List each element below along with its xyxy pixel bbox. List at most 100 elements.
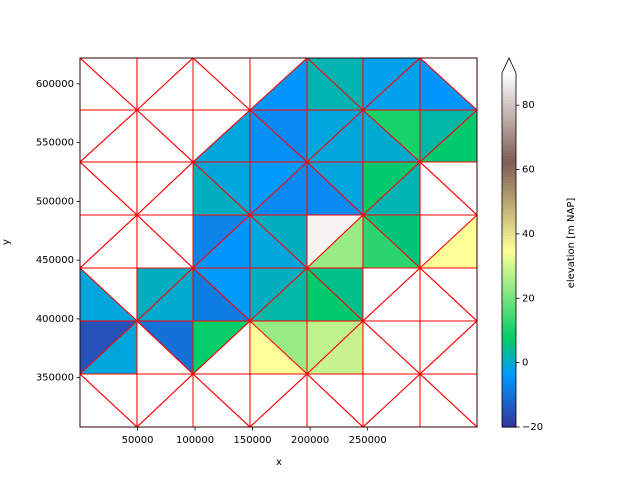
colorbar-swatch [502, 388, 516, 393]
colorbar-swatch [502, 143, 516, 148]
colorbar-swatch [502, 294, 516, 298]
y-tick-label: 600000 [36, 79, 74, 90]
colorbar-swatch [502, 326, 516, 331]
colorbar-swatch [502, 317, 516, 322]
colorbar-swatch [502, 306, 516, 310]
colorbar-swatch [502, 341, 516, 345]
colorbar-swatch [502, 350, 516, 354]
colorbar-swatch [502, 161, 516, 166]
x-axis-label: x [276, 457, 282, 468]
colorbar-swatch [502, 188, 516, 192]
colorbar-swatch [502, 379, 516, 384]
colorbar-swatch [502, 247, 516, 251]
colorbar-swatch [502, 409, 516, 413]
colorbar-swatch [502, 149, 516, 154]
colorbar-swatch [502, 123, 516, 127]
colorbar-swatch [502, 314, 516, 319]
colorbar-swatch [502, 152, 516, 157]
colorbar-tick-label: 80 [522, 100, 535, 111]
colorbar-swatch [502, 146, 516, 151]
y-tick-label: 550000 [36, 138, 74, 149]
colorbar-swatch [502, 99, 516, 104]
colorbar-swatch [502, 373, 516, 378]
colorbar-swatch [502, 323, 516, 328]
colorbar-swatch [502, 335, 516, 340]
colorbar-swatch [502, 114, 516, 118]
colorbar-swatch [502, 359, 516, 363]
colorbar-swatch [502, 158, 516, 163]
colorbar-swatch [502, 81, 516, 86]
colorbar-swatch [502, 223, 516, 227]
colorbar-swatch [502, 167, 516, 171]
colorbar-swatch [502, 252, 516, 257]
colorbar-swatch [502, 241, 516, 245]
colorbar-swatch [502, 232, 516, 236]
colorbar-swatch [502, 129, 516, 133]
colorbar-swatch [502, 111, 516, 115]
colorbar-swatch [502, 191, 516, 195]
colorbar-tick-label: 40 [522, 229, 535, 240]
colorbar-swatch [502, 96, 516, 101]
colorbar-swatch [502, 229, 516, 233]
x-tick-label: 100000 [176, 435, 214, 446]
colorbar-swatch [502, 193, 516, 198]
colorbar-swatch [502, 202, 516, 207]
colorbar-swatch [502, 140, 516, 145]
colorbar-swatch [502, 347, 516, 351]
colorbar-swatch [502, 214, 516, 219]
colorbar-swatch [502, 220, 516, 225]
colorbar-label: elevation [m NAP] [566, 198, 577, 289]
x-tick-label: 200000 [291, 435, 329, 446]
colorbar-swatch [502, 117, 516, 121]
colorbar-swatch [502, 329, 516, 334]
colorbar-swatch [502, 376, 516, 381]
colorbar-swatch [502, 238, 516, 242]
colorbar-swatch [502, 270, 516, 275]
colorbar-swatch [502, 208, 516, 213]
colorbar-swatch [502, 382, 516, 387]
colorbar-swatch [502, 84, 516, 89]
colorbar-swatch [502, 415, 516, 419]
colorbar-swatch [502, 264, 516, 269]
colorbar-swatch [502, 217, 516, 222]
colorbar-swatch [502, 185, 516, 189]
colorbar-swatch [502, 137, 516, 142]
colorbar-swatch [502, 87, 516, 92]
colorbar-swatch [502, 244, 516, 248]
colorbar-swatch [502, 205, 516, 210]
colorbar-swatch [502, 291, 516, 295]
colorbar-swatch [502, 173, 516, 177]
colorbar-swatch [502, 385, 516, 390]
colorbar-swatch [502, 164, 516, 168]
y-tick-label: 400000 [36, 314, 74, 325]
colorbar-swatch [502, 105, 516, 109]
colorbar-swatch [502, 250, 516, 254]
x-tick-label: 50000 [122, 435, 154, 446]
colorbar-extend [502, 58, 516, 73]
colorbar-swatch [502, 179, 516, 183]
colorbar-swatch [502, 279, 516, 284]
colorbar-swatch [502, 255, 516, 260]
colorbar-tick-label: −20 [522, 422, 543, 433]
colorbar-swatch [502, 391, 516, 396]
colorbar-swatch [502, 108, 516, 112]
colorbar-tick-label: 60 [522, 165, 535, 176]
colorbar-swatch [502, 418, 516, 422]
x-tick-label: 250000 [349, 435, 387, 446]
y-tick-label: 350000 [36, 373, 74, 384]
colorbar-swatch [502, 211, 516, 216]
colorbar-swatch [502, 403, 516, 407]
mesh [79, 57, 478, 428]
colorbar-swatch [502, 285, 516, 289]
colorbar-swatch [502, 258, 516, 263]
colorbar-swatch [502, 75, 516, 80]
x-tick-label: 150000 [234, 435, 272, 446]
colorbar-swatch [502, 90, 516, 95]
colorbar-swatch [502, 73, 516, 77]
colorbar-swatch [502, 155, 516, 160]
colorbar-swatch [502, 126, 516, 130]
colorbar-swatch [502, 102, 516, 107]
colorbar-swatch [502, 406, 516, 410]
y-axis-label: y [1, 239, 12, 245]
